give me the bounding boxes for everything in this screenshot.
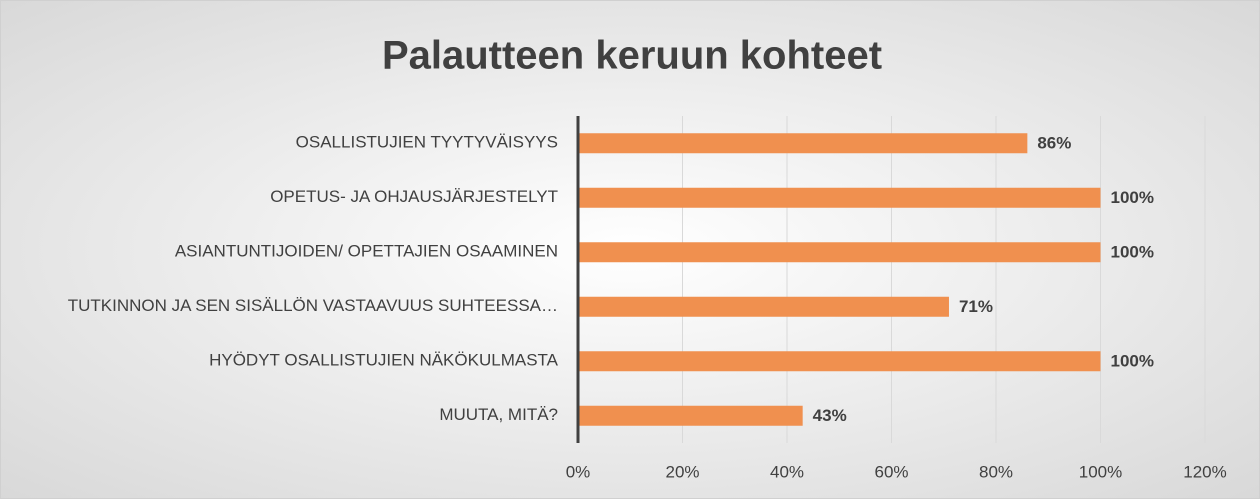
y-tick-label: MUUTA, MITÄ?: [439, 405, 558, 424]
data-label: 100%: [1111, 352, 1154, 371]
bar: [578, 405, 803, 426]
x-tick-label: 20%: [665, 462, 699, 481]
y-tick-label: TUTKINNON JA SEN SISÄLLÖN VASTAAVUUS SUH…: [68, 296, 558, 315]
x-tick-label: 40%: [770, 462, 804, 481]
bar: [578, 187, 1101, 208]
y-tick-label: HYÖDYT OSALLISTUJIEN NÄKÖKULMASTA: [209, 351, 559, 370]
x-tick-label: 0%: [566, 462, 591, 481]
x-tick-label: 60%: [874, 462, 908, 481]
data-label: 100%: [1111, 188, 1154, 207]
bar: [578, 242, 1101, 263]
x-tick-label: 120%: [1183, 462, 1226, 481]
bar: [578, 133, 1028, 154]
chart-title: Palautteen keruun kohteet: [382, 34, 882, 78]
y-tick-label: ASIANTUNTIJOIDEN/ OPETTAJIEN OSAAMINEN: [175, 242, 558, 261]
x-tick-label: 80%: [979, 462, 1013, 481]
y-tick-label: OSALLISTUJIEN TYYTYVÄISYYS: [296, 133, 558, 152]
x-tick-label: 100%: [1079, 462, 1122, 481]
bar: [578, 296, 949, 317]
bar: [578, 351, 1101, 372]
y-tick-label: OPETUS- JA OHJAUSJÄRJESTELYT: [270, 187, 558, 206]
data-label: 100%: [1111, 243, 1154, 262]
data-label: 43%: [813, 406, 847, 425]
data-label: 86%: [1037, 134, 1071, 153]
data-label: 71%: [959, 297, 993, 316]
